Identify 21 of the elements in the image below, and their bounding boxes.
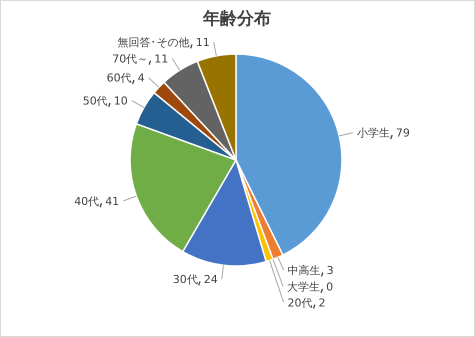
chart-title: 年齢分布 — [202, 9, 271, 29]
data-label: 41 — [105, 194, 120, 208]
slice-label: 70代～ — [112, 52, 148, 66]
slice-label: 中高生 — [288, 264, 321, 278]
data-label: 10 — [114, 94, 128, 108]
slice-label: 小学生 — [356, 126, 390, 140]
data-label: 3 — [326, 264, 334, 278]
slice-label: 40代 — [74, 194, 100, 208]
text: 0 — [326, 280, 334, 294]
data-label: 11 — [154, 52, 168, 66]
slice-label: 無回答･その他 — [118, 36, 190, 50]
data-label: 24 — [204, 273, 218, 286]
slice-label: 60代 — [106, 72, 132, 85]
data-label: 11 — [196, 36, 210, 50]
slice-label: 50代 — [82, 94, 108, 108]
data-label: 79 — [396, 126, 410, 140]
slice-label: 20代 — [288, 296, 313, 310]
slice-label: 30代 — [172, 273, 198, 286]
data-label: 4 — [138, 72, 145, 85]
legend-label: 大学生 — [287, 280, 320, 294]
data-label: 2 — [318, 296, 326, 310]
